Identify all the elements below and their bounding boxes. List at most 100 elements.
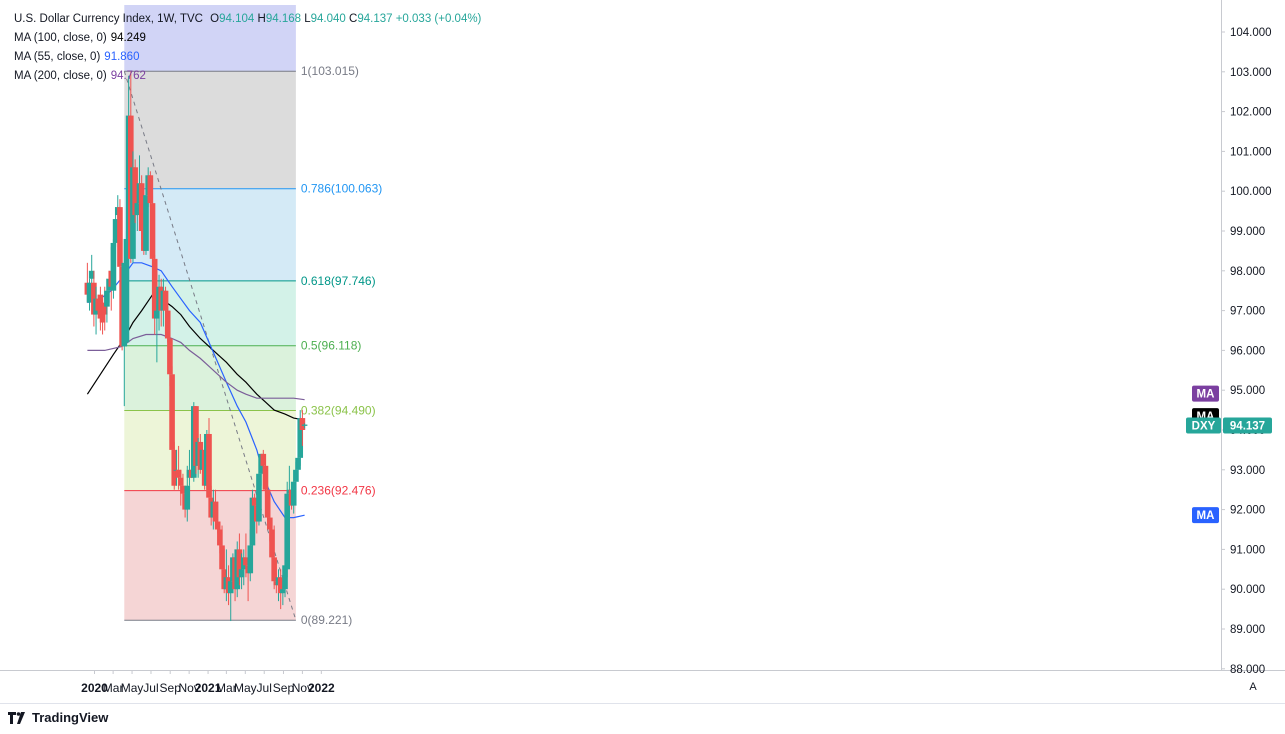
- candle[interactable]: [149, 195, 156, 271]
- candle-body: [123, 238, 130, 343]
- x-tick-label: Sep: [273, 681, 295, 695]
- indicator-label: MA (200, close, 0): [14, 70, 107, 82]
- x-tick-label: May: [121, 681, 144, 695]
- close-label: C: [349, 13, 358, 25]
- candle[interactable]: [212, 489, 219, 526]
- fib-zone: [124, 345, 296, 411]
- candle-body: [132, 167, 138, 216]
- candle-body: [290, 481, 297, 506]
- candle-body: [101, 302, 108, 315]
- candle-body: [219, 545, 225, 570]
- candle[interactable]: [277, 569, 284, 610]
- candle[interactable]: [143, 187, 149, 255]
- x-tick-label: Jul: [143, 681, 158, 695]
- candle-body: [154, 310, 160, 319]
- candle-body: [175, 469, 182, 478]
- x-tick-label: Nov: [292, 681, 313, 695]
- candle[interactable]: [123, 231, 130, 347]
- candle-body: [301, 424, 308, 426]
- candle-body: [264, 489, 271, 518]
- candle-body: [86, 282, 93, 303]
- fib-level-label: 0(89.221): [301, 613, 352, 627]
- indicator-value: 91.860: [104, 51, 140, 63]
- y-tick-label: 92.000: [1230, 505, 1265, 517]
- candle[interactable]: [269, 521, 275, 562]
- y-tick-label: 104.000: [1230, 27, 1272, 39]
- candle-body: [88, 270, 95, 279]
- y-tick-label: 90.000: [1230, 584, 1265, 596]
- candle[interactable]: [117, 199, 123, 267]
- candle[interactable]: [154, 302, 160, 363]
- change-value: +0.033 (+0.04%): [395, 13, 482, 25]
- fib-zone: [124, 71, 296, 189]
- candle[interactable]: [206, 418, 212, 498]
- candle-body: [262, 465, 269, 490]
- candle-body: [251, 497, 258, 506]
- candle-body: [280, 589, 286, 594]
- y-tick-label: 102.000: [1230, 107, 1272, 119]
- plot-area[interactable]: 1(103.015) 0.786(100.063) 0.618(97.746) 0.5…: [84, 5, 383, 627]
- close-value: 94.137: [357, 13, 393, 25]
- candle-body: [206, 433, 212, 498]
- candle[interactable]: [164, 306, 171, 343]
- brand-name: TradingView: [32, 710, 109, 725]
- candle-body: [260, 453, 267, 466]
- y-tick-label: 98.000: [1230, 266, 1265, 278]
- symbol-price-label-text: DXY: [1192, 421, 1216, 433]
- candle[interactable]: [271, 525, 277, 590]
- candle[interactable]: [299, 410, 306, 446]
- indicator-value: 94.249: [110, 32, 146, 44]
- symbol-price-label-bg: [1186, 417, 1221, 434]
- ma200-price-label-text: MA: [1197, 389, 1215, 401]
- candle-body: [299, 418, 306, 430]
- candle[interactable]: [86, 278, 93, 311]
- ma200-price-label-bg: [1192, 385, 1219, 402]
- indicator-row[interactable]: MA (200, close, 0) 94.762: [14, 67, 481, 86]
- candle[interactable]: [138, 175, 145, 239]
- candle[interactable]: [219, 525, 225, 570]
- candle-body: [247, 545, 254, 574]
- candle[interactable]: [147, 171, 154, 208]
- moving-average-line: [87, 333, 305, 401]
- ohlc-values: O94.104 H94.168 L94.040 C94.137 +0.033 (…: [210, 13, 481, 25]
- candle[interactable]: [301, 423, 308, 429]
- candle[interactable]: [110, 238, 117, 299]
- last-price-label-bg: [1223, 417, 1272, 434]
- candle-body: [112, 219, 119, 243]
- tradingview-logo-icon: [8, 711, 25, 724]
- candle[interactable]: [227, 577, 234, 622]
- y-tick-label: 101.000: [1230, 146, 1272, 158]
- auto-scale-button[interactable]: A: [1249, 681, 1257, 693]
- candle-body: [162, 290, 169, 311]
- footer-branding[interactable]: TradingView: [8, 710, 108, 725]
- candle-body: [271, 557, 277, 582]
- candle-body: [110, 242, 117, 291]
- indicator-label: MA (55, close, 0): [14, 51, 101, 63]
- candle[interactable]: [91, 270, 97, 327]
- last-price-label: 94.137: [1223, 417, 1272, 434]
- candle-body: [269, 529, 275, 558]
- candle[interactable]: [169, 366, 175, 462]
- moving-average-line: [87, 262, 305, 519]
- x-tick-label: Jul: [257, 681, 272, 695]
- candle[interactable]: [214, 501, 221, 534]
- symbol-price-label: DXY: [1186, 417, 1221, 434]
- x-tick-label: 2021: [195, 681, 222, 695]
- candle-body: [267, 517, 273, 530]
- indicator-row[interactable]: MA (100, close, 0) 94.249: [14, 29, 481, 48]
- candle[interactable]: [290, 481, 297, 514]
- candle-body: [284, 493, 290, 570]
- candle-body: [138, 183, 145, 231]
- fib-level-label: 0.5(96.118): [301, 339, 362, 353]
- candle-body: [282, 565, 288, 590]
- y-tick-label: 91.000: [1230, 544, 1265, 556]
- y-tick-label: 93.000: [1230, 465, 1265, 477]
- candle[interactable]: [151, 254, 158, 335]
- chart-legend: U.S. Dollar Currency Index, 1W, TVC O94.…: [14, 10, 481, 86]
- indicator-row[interactable]: MA (55, close, 0) 91.860: [14, 48, 481, 67]
- fib-level-label: 0.786(100.063): [301, 182, 382, 196]
- candle[interactable]: [171, 441, 178, 490]
- candle[interactable]: [284, 481, 290, 578]
- candle-body: [147, 175, 154, 204]
